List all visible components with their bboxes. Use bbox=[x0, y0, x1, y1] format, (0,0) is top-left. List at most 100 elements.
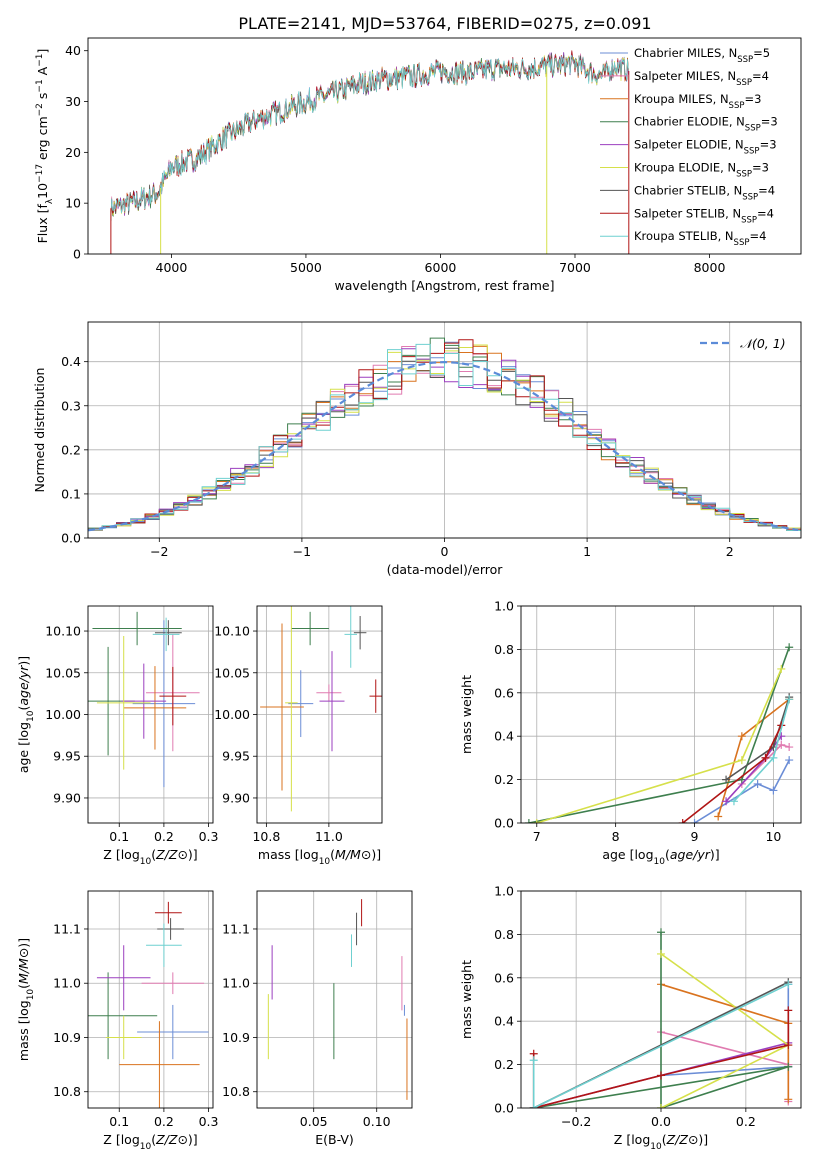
x-axis-label: Z [log10(Z/Z⊙)] bbox=[103, 847, 197, 867]
x-tick-label: 6000 bbox=[425, 260, 457, 275]
y-tick-label: 0.1 bbox=[61, 486, 81, 501]
panel-age-vs-mass: 10.8 11.0 9.90 9.95 10.00 10.05 10.10 mass [log… bbox=[214, 605, 383, 867]
y-tick-label: 0.3 bbox=[61, 398, 81, 413]
weight-marker bbox=[722, 797, 731, 806]
x-tick-label: 0.3 bbox=[199, 829, 219, 844]
x-axis-label: E(B-V) bbox=[315, 1132, 354, 1147]
x-tick-label: −0.2 bbox=[561, 1114, 591, 1129]
y-tick-label: 0.4 bbox=[494, 729, 514, 744]
y-tick-label: 11.0 bbox=[53, 976, 81, 991]
y-tick-label: 10.05 bbox=[214, 665, 250, 680]
weight-line bbox=[660, 984, 790, 1077]
weight-line bbox=[532, 983, 789, 1108]
x-axis-label: age [log10(age/yr)] bbox=[602, 847, 719, 867]
y-tick-label: 10.05 bbox=[45, 665, 81, 680]
y-tick-label: 10.00 bbox=[45, 707, 81, 722]
y-tick-label: 11.1 bbox=[222, 921, 250, 936]
y-axis-label: Flux [fλ10−17 erg cm−2 s−1 A−1] bbox=[35, 49, 55, 244]
y-axis-label: mass weight bbox=[459, 675, 474, 754]
weight-marker bbox=[784, 1062, 793, 1071]
weight-marker bbox=[753, 779, 762, 788]
plot-area bbox=[88, 611, 200, 788]
x-tick-label: 2 bbox=[726, 544, 734, 559]
weight-marker bbox=[714, 812, 723, 821]
weight-marker bbox=[777, 664, 786, 673]
panel-weight-vs-metallicity: −0.2 0.0 0.2 0.0 0.2 0.4 0.6 0.8 1.0 Z [log10(Z/Z… bbox=[459, 884, 802, 1152]
y-tick-label: 1.0 bbox=[494, 599, 514, 614]
x-tick-label: 0.1 bbox=[109, 1114, 129, 1129]
weight-marker bbox=[678, 819, 687, 823]
axes-frame bbox=[520, 605, 802, 824]
x-axis-label: Z [log10(Z/Z⊙)] bbox=[614, 1132, 708, 1152]
plot-area bbox=[260, 606, 382, 812]
y-tick-label: 1.0 bbox=[494, 884, 514, 899]
panel-mass-vs-metallicity: 0.1 0.2 0.3 10.8 10.9 11.0 11.1 Z [log10(Z/Z⊙)]… bbox=[16, 890, 218, 1152]
y-tick-label: 0.2 bbox=[494, 772, 514, 787]
plot-area bbox=[110, 50, 630, 254]
histogram-step bbox=[88, 337, 801, 531]
panel-age-vs-metallicity: 0.1 0.2 0.3 9.90 9.95 10.00 10.05 10.10 Z [log10… bbox=[16, 605, 219, 867]
axes-frame bbox=[256, 890, 413, 1109]
y-tick-label: 9.90 bbox=[222, 790, 250, 805]
weight-marker bbox=[657, 949, 665, 958]
weight-marker bbox=[761, 753, 770, 762]
plot-area bbox=[88, 901, 209, 1108]
weight-marker bbox=[532, 819, 541, 823]
weight-marker bbox=[777, 740, 786, 749]
x-axis-label: wavelength [Angstrom, rest frame] bbox=[334, 278, 554, 293]
y-tick-label: 9.95 bbox=[222, 749, 250, 764]
y-tick-label: 11.0 bbox=[222, 976, 250, 991]
weight-marker bbox=[729, 797, 738, 806]
x-tick-label: 7 bbox=[533, 829, 541, 844]
x-tick-label: 0.1 bbox=[109, 829, 129, 844]
x-tick-label: −1 bbox=[293, 544, 311, 559]
x-tick-label: 7000 bbox=[559, 260, 591, 275]
y-tick-label: 20 bbox=[65, 145, 81, 160]
panel-mass-vs-extinction: 0.05 0.10 10.8 10.9 11.0 11.1 E(B-V) bbox=[222, 890, 413, 1147]
x-tick-label: 10 bbox=[765, 829, 781, 844]
x-axis-label: mass [log10(M/M⊙)] bbox=[258, 847, 381, 867]
y-tick-label: 10.00 bbox=[214, 707, 250, 722]
weight-marker bbox=[785, 695, 794, 704]
axes-frame bbox=[87, 890, 214, 1109]
y-tick-label: 0.0 bbox=[494, 1101, 514, 1116]
weight-marker bbox=[524, 819, 533, 823]
y-tick-label: 30 bbox=[65, 94, 81, 109]
x-axis-label: (data-model)/error bbox=[387, 562, 504, 577]
weight-marker bbox=[737, 756, 746, 765]
weight-line bbox=[528, 646, 790, 823]
plot-area bbox=[267, 899, 408, 1100]
legend-label: Salpeter MILES, NSSP=4 bbox=[634, 69, 769, 88]
y-tick-label: 0.0 bbox=[494, 816, 514, 831]
panel-spectrum: 4000 5000 6000 7000 8000 0 10 20 30 40 wavelength … bbox=[35, 37, 802, 293]
x-tick-label: 0.05 bbox=[300, 1114, 328, 1129]
y-tick-label: 10.10 bbox=[45, 624, 81, 639]
y-tick-label: 10.9 bbox=[53, 1030, 81, 1045]
plot-area bbox=[529, 928, 793, 1108]
weight-marker bbox=[785, 756, 794, 765]
y-tick-label: 0 bbox=[73, 247, 81, 262]
y-axis-label: Normed distribution bbox=[32, 368, 47, 493]
x-tick-label: 4000 bbox=[156, 260, 188, 275]
x-tick-label: 0.2 bbox=[736, 1114, 756, 1129]
weight-line bbox=[660, 1031, 790, 1102]
weight-marker bbox=[784, 980, 793, 989]
x-tick-label: −2 bbox=[150, 544, 168, 559]
legend-label: 𝒩(0, 1) bbox=[740, 336, 786, 351]
legend-label: Kroupa ELODIE, NSSP=3 bbox=[634, 161, 769, 180]
y-tick-label: 0.2 bbox=[494, 1057, 514, 1072]
weight-line bbox=[536, 668, 783, 823]
legend-label: Chabrier ELODIE, NSSP=3 bbox=[634, 115, 778, 134]
y-axis-label: mass weight bbox=[459, 960, 474, 1039]
y-tick-label: 10 bbox=[65, 196, 81, 211]
axes-frame bbox=[520, 890, 802, 1109]
x-tick-label: 0.0 bbox=[651, 1114, 671, 1129]
y-tick-label: 9.90 bbox=[53, 790, 81, 805]
plot-area bbox=[88, 337, 801, 532]
y-tick-label: 0.8 bbox=[494, 642, 514, 657]
weight-marker bbox=[784, 1095, 793, 1104]
panel-weight-vs-age: 7 8 9 10 0.0 0.2 0.4 0.6 0.8 1.0 age [log10(age/yr… bbox=[459, 599, 802, 867]
normal-reference-curve bbox=[88, 360, 799, 532]
y-axis-label: age [log10(age/yr)] bbox=[16, 656, 36, 773]
y-tick-label: 0.4 bbox=[61, 354, 81, 369]
